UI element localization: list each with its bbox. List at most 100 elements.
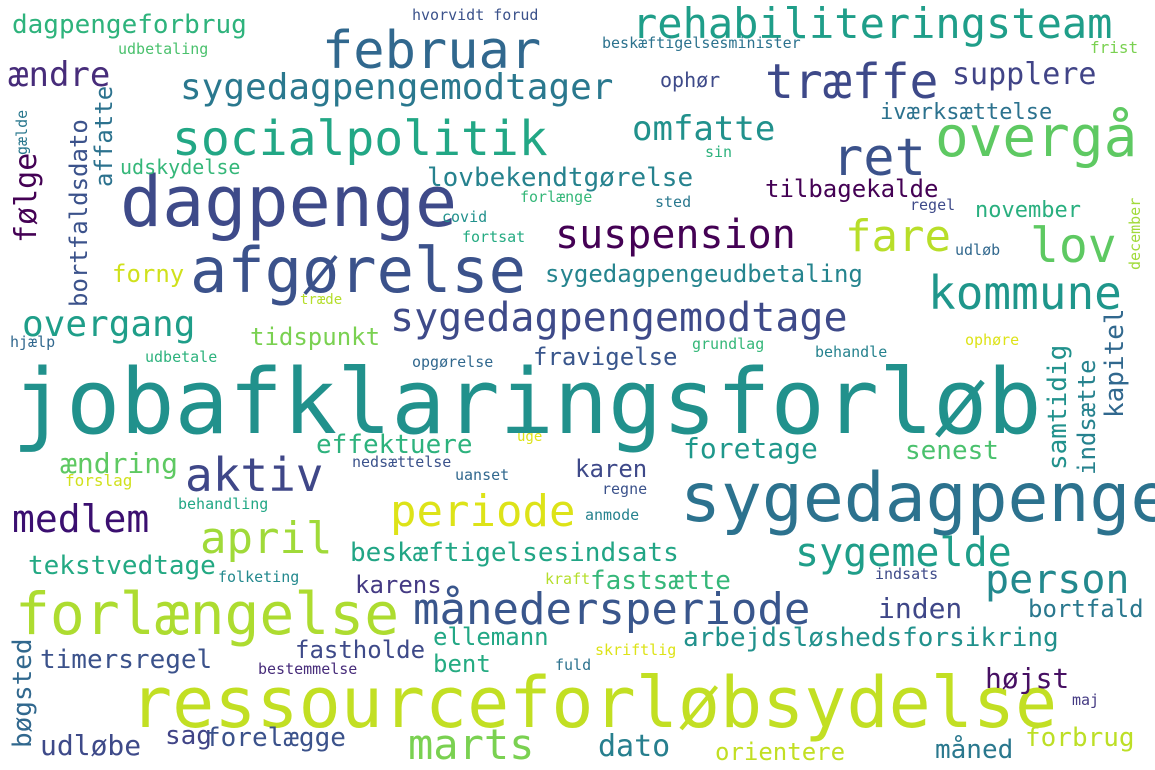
word-maj: maj <box>1072 691 1100 709</box>
word-lov: lov <box>1030 218 1117 274</box>
word-medlem: medlem <box>12 497 150 541</box>
word-skriftlig: skriftlig <box>595 641 677 659</box>
word-suspension: suspension <box>555 212 796 258</box>
word-fastholde: fastholde <box>295 636 426 664</box>
word-orientere: orientere <box>715 738 846 766</box>
word-boegsted: bøgsted <box>8 638 38 748</box>
word-hoejst: højst <box>985 662 1070 695</box>
word-person: person <box>985 557 1130 603</box>
word-forelaegge: forelægge <box>205 723 346 753</box>
word-bortfald: bortfald <box>1028 595 1144 623</box>
word-udskydelse: udskydelse <box>120 155 241 179</box>
word-forlaengelse: forlængelse <box>15 580 400 648</box>
word-bortfaldsdato: bortfaldsdato <box>65 119 93 307</box>
word-uge: uge <box>517 429 543 445</box>
word-udbetaling: udbetaling <box>118 40 209 58</box>
word-uanset: uanset <box>455 466 510 484</box>
word-tilbagekalde: tilbagekalde <box>765 175 939 203</box>
word-sag: sag <box>165 721 212 751</box>
word-fortsat: fortsat <box>462 228 526 246</box>
word-aktiv: aktiv <box>185 448 324 502</box>
word-indsats: indsats <box>875 565 939 583</box>
word-ret: ret <box>832 128 926 188</box>
word-maaned: måned <box>935 735 1014 765</box>
word-ressourceforlobsydelse: ressourceforløbsydelse <box>130 662 1058 744</box>
word-fare: fare <box>845 211 951 262</box>
word-tidspunkt: tidspunkt <box>250 323 381 351</box>
word-aendring: ændring <box>60 447 179 480</box>
word-foretage: foretage <box>683 432 818 465</box>
word-dato: dato <box>598 729 671 764</box>
word-omfatte: omfatte <box>632 109 776 149</box>
word-senest: senest <box>905 436 999 466</box>
word-fuld: fuld <box>555 656 592 674</box>
word-sin: sin <box>705 143 733 161</box>
word-gaelde: gælde <box>13 109 31 155</box>
word-kraft: kraft <box>545 570 591 588</box>
word-socialpolitik: socialpolitik <box>172 111 548 167</box>
word-hjaelp: hjælp <box>10 333 56 351</box>
word-karens: karens <box>355 571 442 599</box>
word-forbrug: forbrug <box>1025 723 1135 753</box>
word-arbejdsloeshedsforsikring: arbejdsløshedsforsikring <box>683 623 1059 653</box>
word-samtidig: samtidig <box>1043 344 1073 470</box>
word-kommune: kommune <box>928 266 1122 320</box>
word-beskaeftigelsesindsats: beskæftigelsesindsats <box>350 538 679 568</box>
word-behandling: behandling <box>178 495 269 513</box>
word-fravigelse: fravigelse <box>533 343 678 371</box>
word-periode: periode <box>390 486 576 537</box>
word-udloeb: udløb <box>955 241 1001 259</box>
word-ellemann: ellemann <box>433 623 549 651</box>
word-regel: regel <box>910 196 956 214</box>
word-sted: sted <box>655 193 692 211</box>
word-december: december <box>1126 197 1144 270</box>
word-covid: covid <box>442 208 488 226</box>
word-februar: februar <box>322 21 542 81</box>
word-dagpengeforbrug: dagpengeforbrug <box>12 10 247 40</box>
word-overga: overgå <box>935 105 1138 170</box>
word-traeffe: træffe <box>765 54 939 110</box>
word-nedsaettelse: nedsættelse <box>352 453 452 471</box>
word-bestemmelse: bestemmelse <box>258 660 358 678</box>
word-sygedagpenge: sygedagpenge <box>680 459 1155 538</box>
word-udbetale: udbetale <box>145 348 218 366</box>
word-sygemelde: sygemelde <box>795 530 1012 576</box>
word-anmode: anmode <box>585 506 640 524</box>
word-folketing: folketing <box>218 568 300 586</box>
word-forny: forny <box>112 260 185 288</box>
word-rehabiliteringsteam: rehabiliteringsteam <box>632 0 1113 48</box>
word-kapitel: kapitel <box>1100 308 1130 418</box>
word-effektuere: effektuere <box>316 430 473 460</box>
word-jobafklaringsforlob: jobafklaringsforløb <box>12 350 1042 455</box>
word-traede: træde <box>300 292 343 308</box>
word-timersregel: timersregel <box>40 645 213 675</box>
word-karen: karen <box>575 455 648 483</box>
word-behandle: behandle <box>815 343 888 361</box>
word-folge: følge <box>9 152 44 243</box>
word-bent: bent <box>433 650 491 678</box>
word-beskaeftigelsesminister: beskæftigelsesminister <box>602 34 801 52</box>
word-grundlag: grundlag <box>692 335 765 353</box>
word-marts: marts <box>408 720 535 769</box>
word-supplere: supplere <box>952 57 1097 92</box>
word-regne: regne <box>602 480 648 498</box>
word-overgang: overgang <box>22 304 196 345</box>
word-afgorelse: afgørelse <box>190 234 526 307</box>
word-sygedagpengemodtage: sygedagpengemodtage <box>390 295 848 341</box>
word-aendre: ændre <box>8 55 111 95</box>
word-iverksaettelse: iværksættelse <box>880 100 1053 125</box>
word-ophor: ophør <box>660 68 721 92</box>
word-opgoerelse: opgørelse <box>412 353 494 371</box>
word-ophoere: ophøre <box>965 331 1020 349</box>
word-indsaette: indsætte <box>1073 359 1101 475</box>
word-inden: inden <box>878 592 963 625</box>
word-lovbekendtgorelse: lovbekendtgørelse <box>427 163 694 193</box>
word-november: november <box>975 198 1081 223</box>
word-sygedagpengemodtager: sygedagpengemodtager <box>180 67 614 108</box>
word-hvorvidt-forud: hvorvidt forud <box>412 6 539 24</box>
word-fastsaette: fastsætte <box>590 566 731 596</box>
word-maanedersperiode: månedersperiode <box>413 584 811 635</box>
word-affatte: affatte <box>90 85 118 187</box>
word-forslag: forslag <box>65 471 133 490</box>
